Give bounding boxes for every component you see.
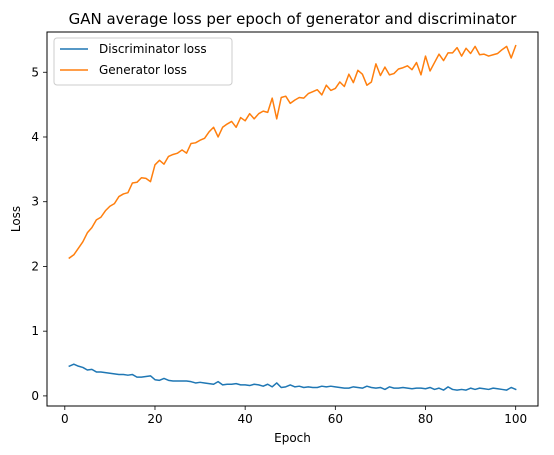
y-tick-label: 3 — [31, 195, 39, 209]
x-tick-label: 100 — [504, 412, 527, 426]
y-axis-label: Loss — [9, 206, 23, 232]
y-axis: 0 1 2 3 4 5 — [31, 65, 47, 403]
chart-title: GAN average loss per epoch of generator … — [69, 10, 518, 28]
axes-frame — [46, 31, 539, 407]
legend-box — [53, 37, 233, 86]
legend-label-discriminator: Discriminator loss — [99, 42, 207, 56]
legend-label-generator: Generator loss — [99, 63, 187, 77]
x-tick-label: 20 — [147, 412, 162, 426]
y-tick-label: 1 — [31, 324, 39, 338]
x-tick-label: 0 — [61, 412, 69, 426]
y-tick-label: 2 — [31, 259, 39, 273]
plot-area — [46, 31, 539, 407]
y-tick-label: 5 — [31, 65, 39, 79]
x-tick-label: 40 — [238, 412, 253, 426]
x-tick-label: 60 — [328, 412, 343, 426]
y-tick-label: 0 — [31, 389, 39, 403]
legend: Discriminator loss Generator loss — [53, 37, 233, 86]
discriminator-loss-line — [68, 363, 517, 391]
x-axis-label: Epoch — [274, 431, 311, 445]
x-axis: 0 20 40 60 80 100 — [61, 406, 527, 426]
x-tick-label: 80 — [418, 412, 433, 426]
generator-loss-line — [68, 44, 517, 260]
y-tick-label: 4 — [31, 130, 39, 144]
